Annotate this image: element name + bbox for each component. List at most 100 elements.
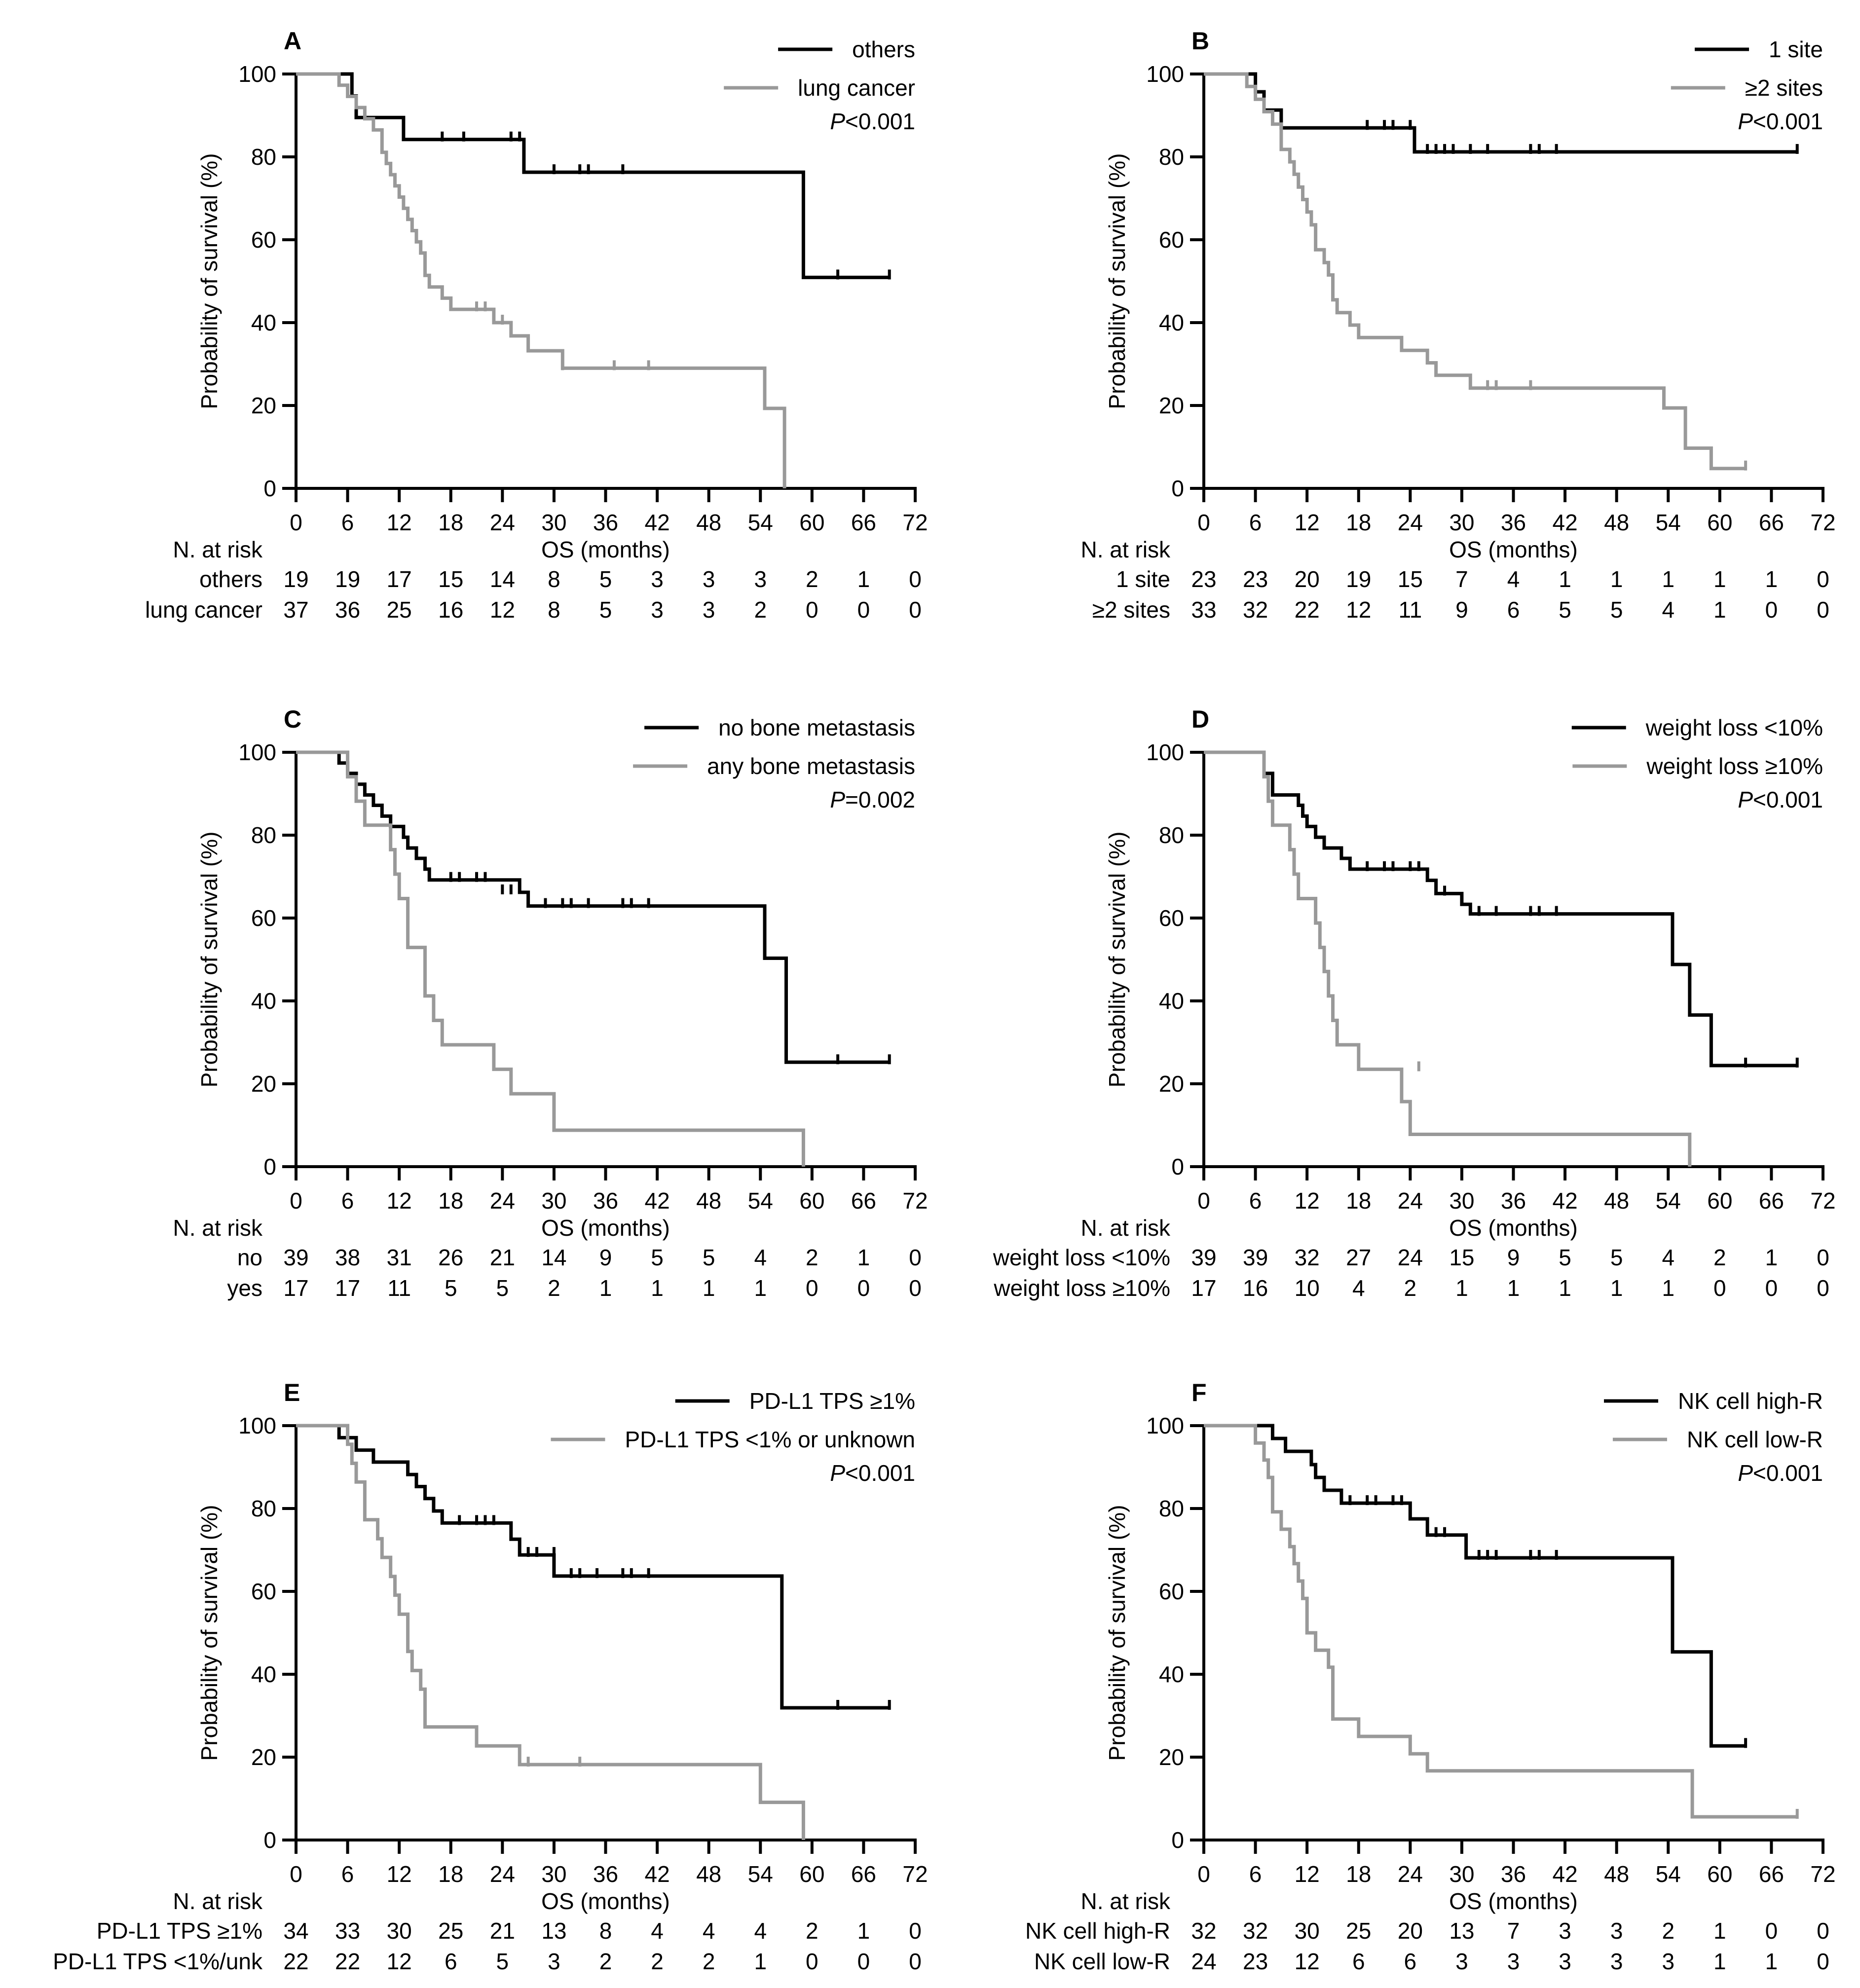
y-tick-label: 0 [263,1154,276,1179]
panel-letter: E [284,1379,300,1406]
risk-row-label: weight loss <10% [993,1245,1170,1270]
risk-count: 2 [599,1949,612,1974]
risk-count: 1 [1455,1275,1468,1301]
x-tick-label: 18 [438,1188,463,1214]
risk-count: 0 [1765,1275,1778,1301]
p-value-text: =0.002 [845,787,915,812]
km-curve-group-2 [296,750,805,1167]
risk-row-label: 1 site [1116,566,1170,592]
risk-count: 1 [1765,1245,1778,1270]
y-tick-label: 80 [1159,144,1184,170]
risk-count: 5 [1610,597,1623,623]
x-tick-label: 60 [1707,1188,1732,1214]
risk-count: 0 [806,597,818,623]
risk-count: 8 [548,597,560,623]
x-tick-label: 66 [851,1188,876,1214]
risk-count: 5 [599,597,612,623]
x-tick-label: 54 [1656,1188,1681,1214]
x-tick-label: 30 [541,1188,566,1214]
x-tick-label: 72 [1810,510,1835,535]
risk-count: 23 [1243,1949,1268,1974]
risk-count: 32 [1295,1245,1320,1270]
risk-count: 19 [335,566,360,592]
risk-count: 0 [806,1275,818,1301]
x-tick-label: 66 [1759,1188,1784,1214]
risk-count: 36 [335,597,360,623]
risk-count: 2 [806,1245,818,1270]
x-tick-label: 66 [851,510,876,535]
risk-count: 1 [1765,1949,1778,1974]
risk-count: 16 [438,597,463,623]
risk-count: 17 [335,1275,360,1301]
y-tick-label: 100 [238,1413,276,1438]
risk-count: 0 [909,1949,922,1974]
risk-count: 5 [651,1245,664,1270]
risk-row-label: weight loss ≥10% [993,1275,1170,1301]
risk-count: 0 [857,1949,870,1974]
y-tick-label: 20 [1159,393,1184,418]
risk-row-label: lung cancer [145,597,262,623]
legend-label: any bone metastasis [707,753,915,779]
km-curve-group-1 [296,72,890,279]
p-value: P<0.001 [1738,1460,1823,1486]
risk-count: 2 [1662,1918,1674,1944]
risk-count: 39 [1243,1245,1268,1270]
x-tick-label: 66 [1759,510,1784,535]
risk-count: 27 [1346,1245,1371,1270]
p-value: P<0.001 [1738,109,1823,134]
risk-row-label: PD-L1 TPS <1%/unk [53,1949,263,1974]
legend-label: others [852,37,915,62]
x-tick-label: 0 [290,510,302,535]
x-tick-label: 24 [490,1188,515,1214]
y-tick-label: 40 [1159,988,1184,1014]
risk-count: 11 [387,1275,411,1301]
risk-count: 17 [387,566,412,592]
legend-label: 1 site [1769,37,1823,62]
risk-count: 3 [1559,1918,1571,1944]
risk-row-label: yes [227,1275,262,1301]
risk-count: 32 [1243,597,1268,623]
risk-count: 1 [1713,566,1726,592]
y-tick-label: 80 [1159,822,1184,848]
x-tick-label: 42 [1552,1861,1577,1887]
x-tick-label: 54 [748,510,773,535]
risk-count: 1 [857,1245,870,1270]
risk-count: 38 [335,1245,360,1270]
risk-table-header: N. at risk [173,1215,263,1241]
risk-count: 1 [1713,597,1726,623]
x-axis-title: OS (months) [1449,537,1578,562]
km-curve-group-2 [1204,1424,1797,1819]
risk-count: 30 [1295,1918,1320,1944]
x-tick-label: 0 [1197,510,1210,535]
risk-count: 5 [599,566,612,592]
x-tick-label: 72 [902,1188,928,1214]
risk-count: 37 [283,597,308,623]
risk-count: 2 [703,1949,715,1974]
risk-count: 1 [1610,566,1623,592]
y-tick-label: 40 [251,310,276,335]
y-tick-label: 20 [251,1744,276,1770]
risk-count: 0 [1817,597,1829,623]
legend-label: PD-L1 TPS <1% or unknown [625,1427,915,1452]
risk-count: 13 [541,1918,566,1944]
legend-label: weight loss ≥10% [1646,753,1823,779]
risk-count: 0 [909,597,922,623]
risk-count: 5 [496,1949,509,1974]
km-curve-group-1 [1204,750,1797,1068]
p-value-text: <0.001 [1753,109,1823,134]
km-curve-group-2 [296,1424,805,1840]
risk-count: 3 [1455,1949,1468,1974]
risk-count: 8 [599,1918,612,1944]
risk-count: 2 [651,1949,664,1974]
x-axis-title: OS (months) [1449,1215,1578,1241]
risk-count: 6 [445,1949,457,1974]
x-tick-label: 42 [1552,1188,1577,1214]
p-value-symbol: P [1738,109,1753,134]
risk-count: 3 [703,566,715,592]
x-tick-label: 72 [1810,1861,1835,1887]
x-axis-title: OS (months) [1449,1888,1578,1914]
risk-count: 22 [335,1949,360,1974]
x-tick-label: 48 [1604,1861,1629,1887]
x-tick-label: 36 [593,1861,618,1887]
